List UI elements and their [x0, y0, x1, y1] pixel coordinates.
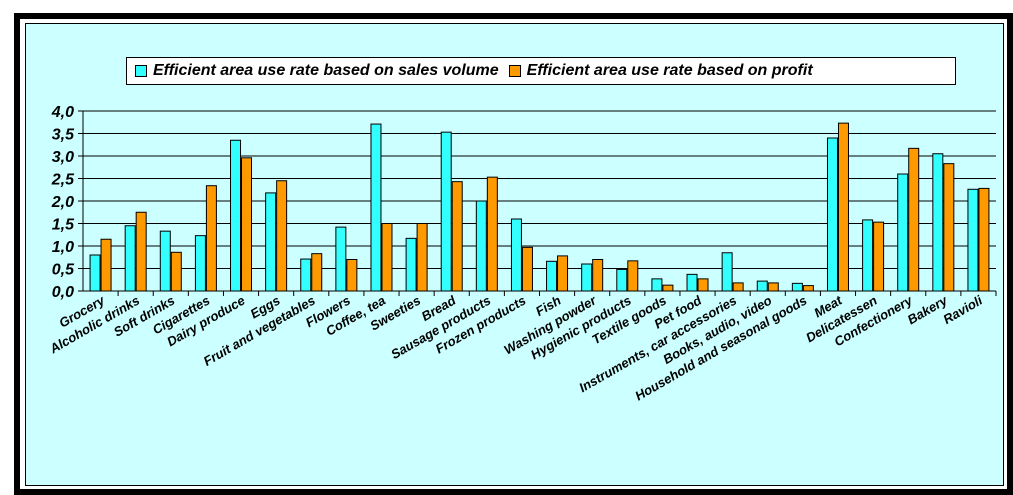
legend-item-sales: Efficient area use rate based on sales v…: [135, 62, 499, 80]
bar-sales: [862, 219, 874, 292]
bar-sales: [721, 252, 733, 292]
y-tick-label: 4,0: [51, 104, 74, 121]
bar-sales: [826, 137, 838, 292]
bar-profit: [557, 255, 569, 292]
x-tick-label: Ravioli: [941, 292, 986, 326]
y-tick-label: 3,5: [52, 127, 75, 144]
bar-profit: [170, 251, 182, 292]
bar-sales: [686, 273, 698, 292]
bar-sales: [230, 139, 242, 292]
bar-profit: [873, 221, 885, 292]
y-tick-label: 2,5: [51, 172, 75, 189]
chart-legend: Efficient area use rate based on sales v…: [126, 57, 956, 85]
bar-sales: [791, 282, 803, 292]
bar-sales: [159, 230, 171, 292]
bar-sales: [546, 260, 558, 292]
y-tick-label: 0,0: [52, 284, 74, 301]
bar-profit: [732, 282, 744, 292]
bar-profit: [276, 180, 288, 292]
bar-profit: [802, 285, 814, 292]
bar-sales: [756, 280, 768, 292]
bar-profit: [662, 284, 674, 292]
legend-item-profit: Efficient area use rate based on profit: [508, 62, 813, 80]
legend-label-profit: Efficient area use rate based on profit: [526, 62, 813, 79]
bar-profit: [943, 163, 955, 292]
bar-profit: [311, 253, 323, 292]
bar-profit: [416, 223, 428, 292]
bar-profit: [100, 238, 112, 292]
bar-profit: [205, 185, 217, 292]
bar-sales: [651, 278, 663, 292]
bar-profit: [346, 259, 358, 292]
bar-profit: [837, 122, 849, 292]
legend-swatch-profit: [508, 65, 521, 77]
bar-profit: [241, 157, 253, 292]
bar-sales: [475, 200, 487, 292]
bar-profit: [381, 223, 393, 292]
bar-sales: [300, 258, 312, 292]
bar-sales: [124, 225, 136, 292]
bar-sales: [265, 192, 277, 292]
x-tick-label: Bakery: [905, 292, 951, 327]
bar-profit: [767, 282, 779, 292]
y-tick-label: 0,5: [52, 262, 75, 279]
bar-sales: [616, 268, 628, 292]
bar-sales: [967, 188, 979, 292]
bar-sales: [405, 237, 417, 292]
bar-profit: [521, 246, 533, 292]
legend-label-sales: Efficient area use rate based on sales v…: [153, 62, 499, 79]
bar-sales: [932, 153, 944, 292]
bar-profit: [627, 260, 639, 292]
bar-sales: [89, 254, 101, 292]
y-tick-label: 1,0: [52, 239, 74, 256]
bar-sales: [440, 131, 452, 292]
bar-profit: [135, 211, 147, 292]
bar-profit: [592, 259, 604, 292]
bar-profit: [978, 187, 990, 292]
bar-sales: [581, 263, 593, 292]
bar-profit: [451, 181, 463, 292]
bar-profit: [486, 176, 498, 292]
bar-sales: [335, 226, 347, 292]
y-tick-label: 2,0: [51, 194, 74, 211]
bar-profit: [697, 278, 709, 292]
bar-sales: [194, 235, 206, 292]
bar-sales: [510, 218, 522, 292]
y-tick-label: 1,5: [52, 217, 75, 234]
bar-profit: [908, 147, 920, 292]
bar-sales: [897, 173, 909, 292]
legend-swatch-sales: [135, 65, 147, 77]
y-tick-label: 3,0: [52, 149, 74, 166]
bar-sales: [370, 123, 382, 292]
